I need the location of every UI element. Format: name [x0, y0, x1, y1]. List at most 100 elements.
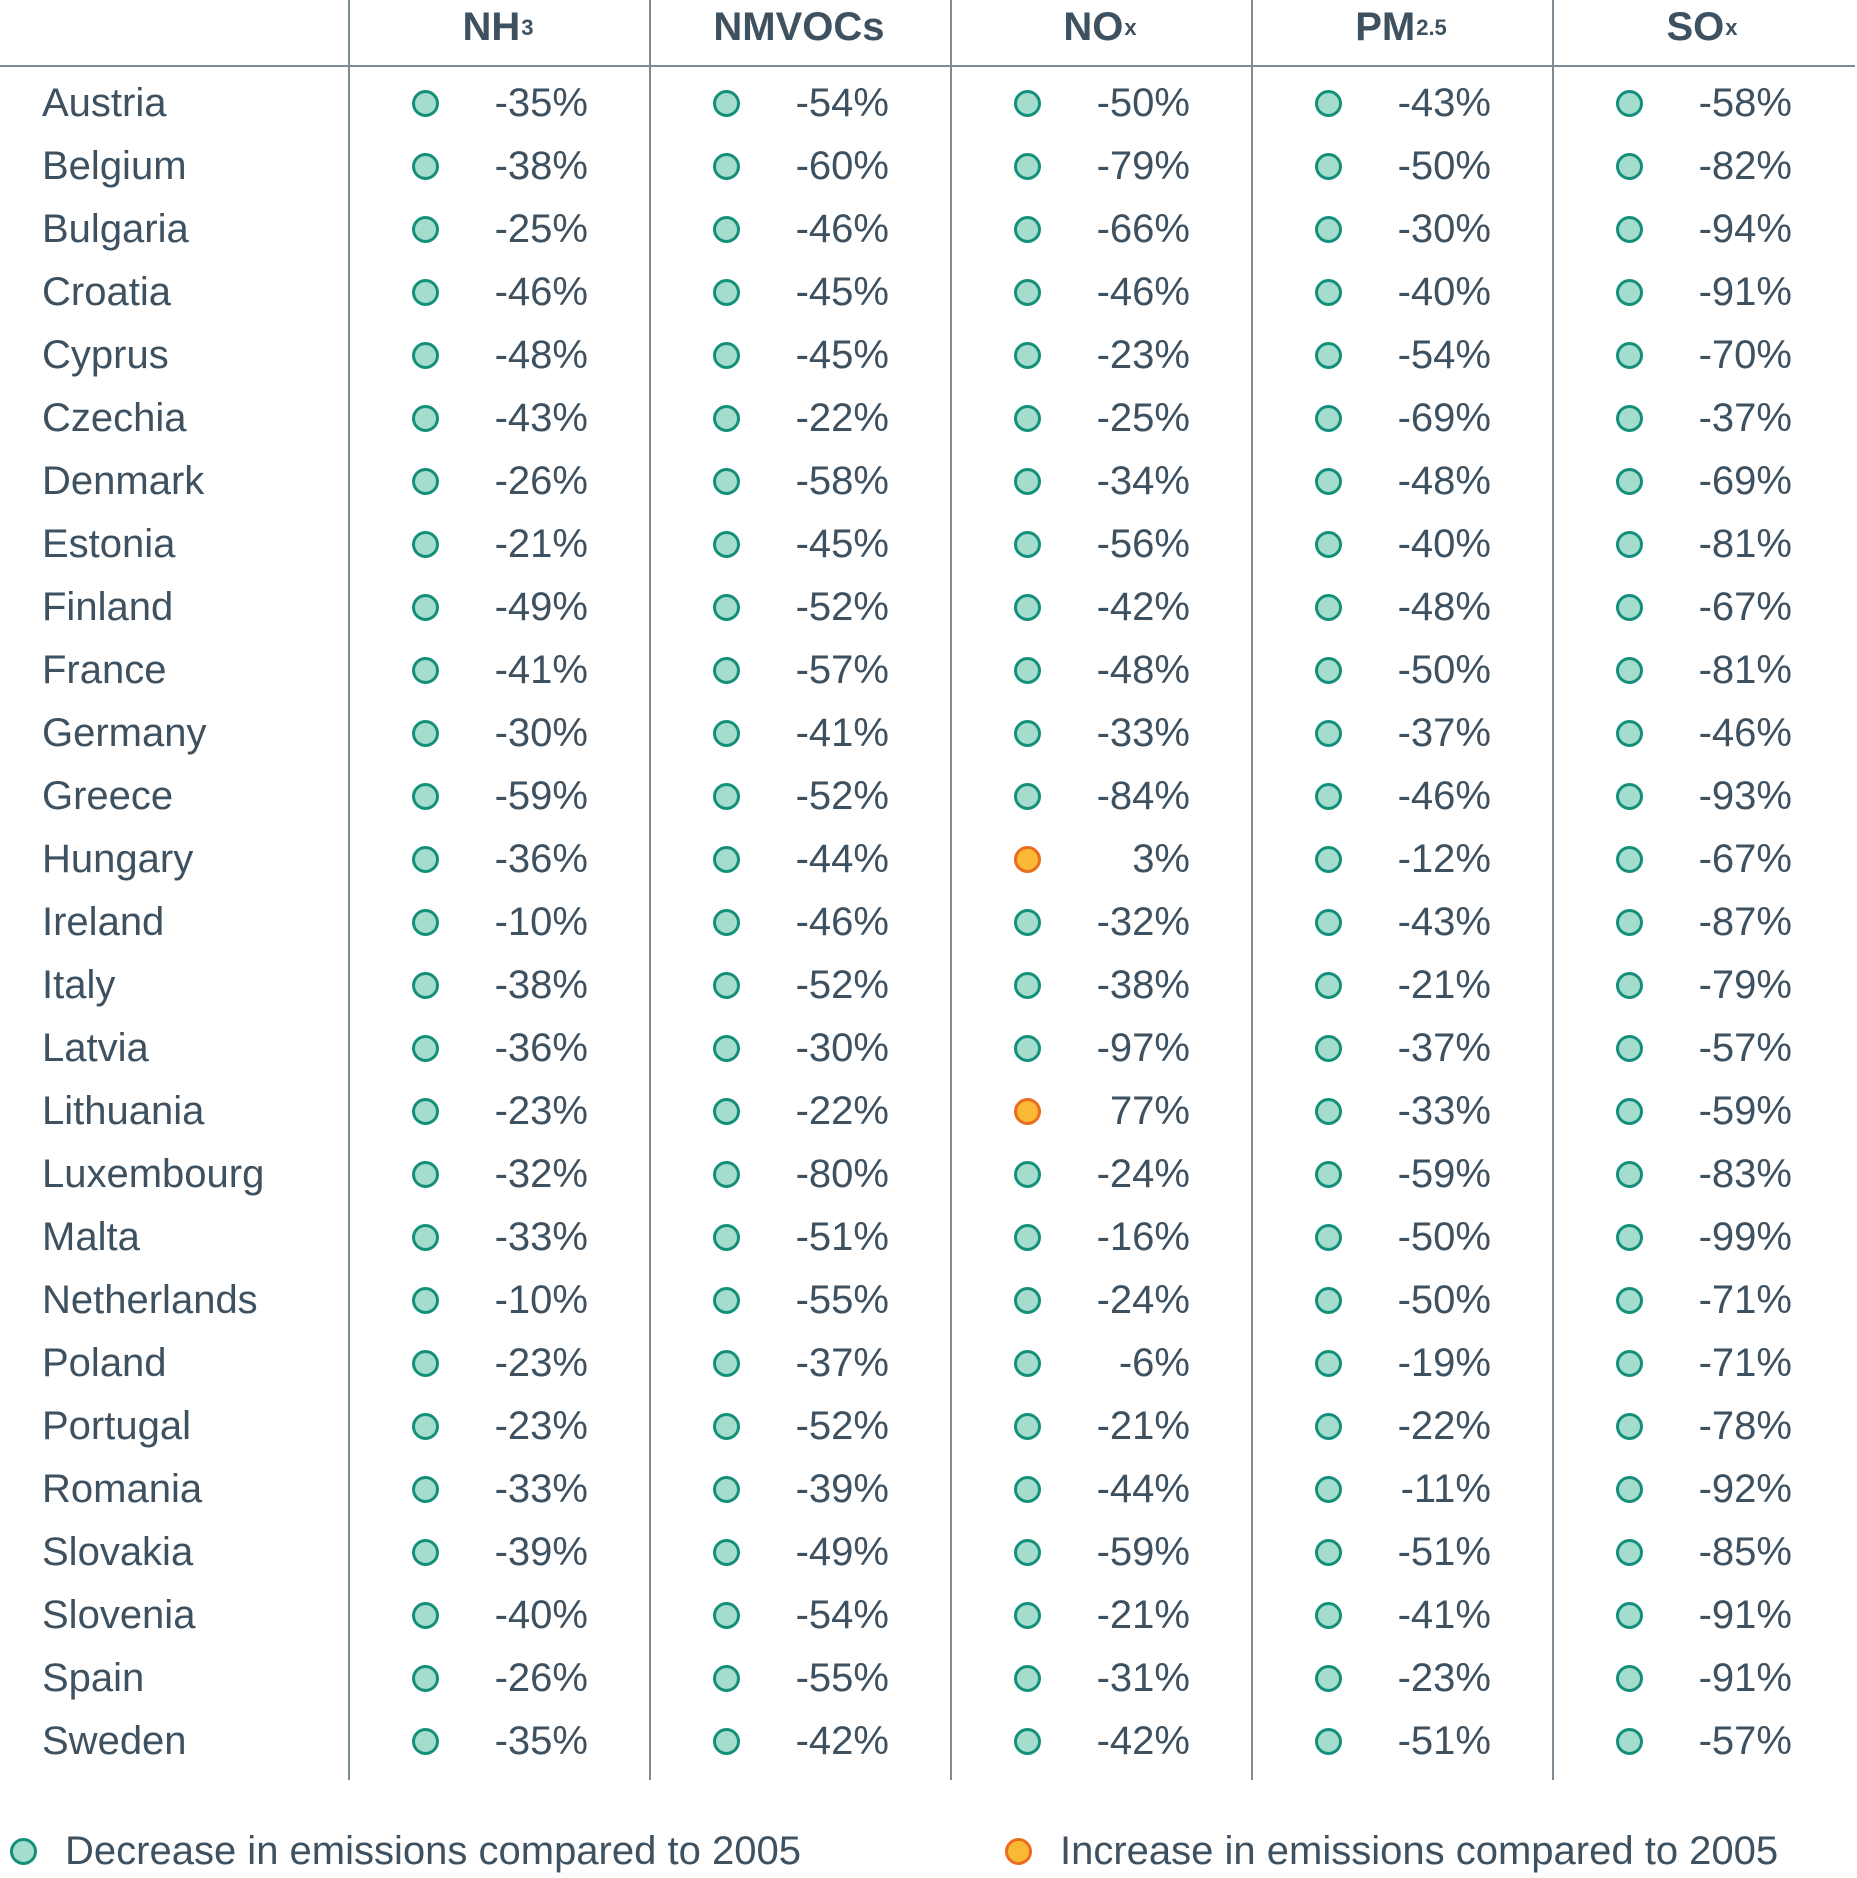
row-country-label: Estonia [42, 522, 176, 566]
column-header: NH 3 [348, 0, 648, 55]
cell-value: -23% [1397, 1656, 1491, 1700]
teal-circle-icon [1014, 972, 1041, 999]
teal-circle-icon [1014, 1287, 1041, 1314]
teal-circle-icon [1616, 594, 1643, 621]
cell-value: -78% [1698, 1404, 1792, 1448]
cell-value: -54% [795, 1593, 889, 1637]
cell-value: -30% [795, 1026, 889, 1070]
cell-value: -54% [1397, 333, 1491, 377]
row-country-label: Hungary [42, 837, 194, 881]
teal-circle-icon [1014, 594, 1041, 621]
teal-circle-icon [1315, 405, 1342, 432]
legend-increase: Increase in emissions compared to 2005 [1005, 1826, 1778, 1876]
teal-circle-icon [713, 720, 740, 747]
teal-circle-icon [1014, 1224, 1041, 1251]
cell-value: -38% [494, 144, 588, 188]
cell-value: -50% [1397, 1278, 1491, 1322]
cell-value: -37% [1698, 396, 1792, 440]
cell-value: -24% [1096, 1278, 1190, 1322]
row-country-label: Greece [42, 774, 174, 818]
row-country-label: Italy [42, 963, 116, 1007]
cell-value: -50% [1397, 144, 1491, 188]
row-country-label: Croatia [42, 270, 171, 314]
cell-value: -40% [1397, 522, 1491, 566]
teal-circle-icon [1315, 720, 1342, 747]
teal-circle-icon [412, 720, 439, 747]
teal-circle-icon [1014, 909, 1041, 936]
cell-value: -33% [1096, 711, 1190, 755]
cell-value: -67% [1698, 837, 1792, 881]
teal-circle-icon [1014, 216, 1041, 243]
cell-value: -23% [1096, 333, 1190, 377]
teal-circle-icon [1014, 1728, 1041, 1755]
cell-value: -59% [1096, 1530, 1190, 1574]
teal-circle-icon [1616, 1539, 1643, 1566]
teal-circle-icon [1315, 90, 1342, 117]
teal-circle-icon [1315, 1287, 1342, 1314]
cell-value: -48% [1397, 459, 1491, 503]
orange-circle-icon [1014, 1098, 1041, 1125]
cell-value: -54% [795, 81, 889, 125]
cell-value: -50% [1397, 648, 1491, 692]
cell-value: -12% [1397, 837, 1491, 881]
cell-value: -40% [1397, 270, 1491, 314]
teal-circle-icon [412, 1161, 439, 1188]
cell-value: -21% [1096, 1593, 1190, 1637]
teal-circle-icon [713, 342, 740, 369]
teal-circle-icon [1315, 468, 1342, 495]
row-country-label: Spain [42, 1656, 145, 1700]
cell-value: -40% [494, 1593, 588, 1637]
orange-circle-icon [1014, 846, 1041, 873]
cell-value: -67% [1698, 585, 1792, 629]
cell-value: 77% [1109, 1089, 1190, 1133]
cell-value: -41% [795, 711, 889, 755]
teal-circle-icon [1014, 1476, 1041, 1503]
row-country-label: Slovakia [42, 1530, 194, 1574]
cell-value: -46% [795, 900, 889, 944]
teal-circle-icon [412, 1539, 439, 1566]
cell-value: -87% [1698, 900, 1792, 944]
teal-circle-icon [1315, 972, 1342, 999]
teal-circle-icon [1616, 216, 1643, 243]
column-divider [649, 0, 651, 1780]
teal-circle-icon [1315, 1035, 1342, 1062]
row-country-label: Ireland [42, 900, 165, 944]
teal-circle-icon [1616, 153, 1643, 180]
teal-circle-icon [1616, 1224, 1643, 1251]
cell-value: -43% [1397, 81, 1491, 125]
teal-circle-icon [1315, 846, 1342, 873]
teal-circle-icon [1315, 783, 1342, 810]
cell-value: -71% [1698, 1341, 1792, 1385]
row-country-label: Romania [42, 1467, 203, 1511]
column-header: NMVOCs [649, 0, 949, 55]
cell-value: -49% [494, 585, 588, 629]
cell-value: -50% [1397, 1215, 1491, 1259]
cell-value: -99% [1698, 1215, 1792, 1259]
cell-value: -83% [1698, 1152, 1792, 1196]
teal-circle-icon [1616, 468, 1643, 495]
header-divider [0, 65, 1855, 67]
teal-circle-icon [1616, 342, 1643, 369]
teal-circle-icon [1616, 720, 1643, 747]
cell-value: -45% [795, 522, 889, 566]
teal-circle-icon [412, 1602, 439, 1629]
cell-value: -71% [1698, 1278, 1792, 1322]
cell-value: -56% [1096, 522, 1190, 566]
teal-circle-icon [1616, 846, 1643, 873]
cell-value: -46% [494, 270, 588, 314]
teal-circle-icon [1315, 1728, 1342, 1755]
cell-value: -42% [1096, 1719, 1190, 1763]
teal-circle-icon [1315, 1665, 1342, 1692]
cell-value: -80% [795, 1152, 889, 1196]
cell-value: -43% [1397, 900, 1491, 944]
cell-value: -36% [494, 837, 588, 881]
teal-circle-icon [713, 1539, 740, 1566]
cell-value: -33% [494, 1215, 588, 1259]
cell-value: -23% [494, 1341, 588, 1385]
teal-circle-icon [1315, 1098, 1342, 1125]
teal-circle-icon [1616, 909, 1643, 936]
column-header-label: NMVOCs [713, 5, 885, 49]
cell-value: -25% [1096, 396, 1190, 440]
orange-circle-icon [1005, 1837, 1032, 1865]
teal-circle-icon [1014, 1602, 1041, 1629]
